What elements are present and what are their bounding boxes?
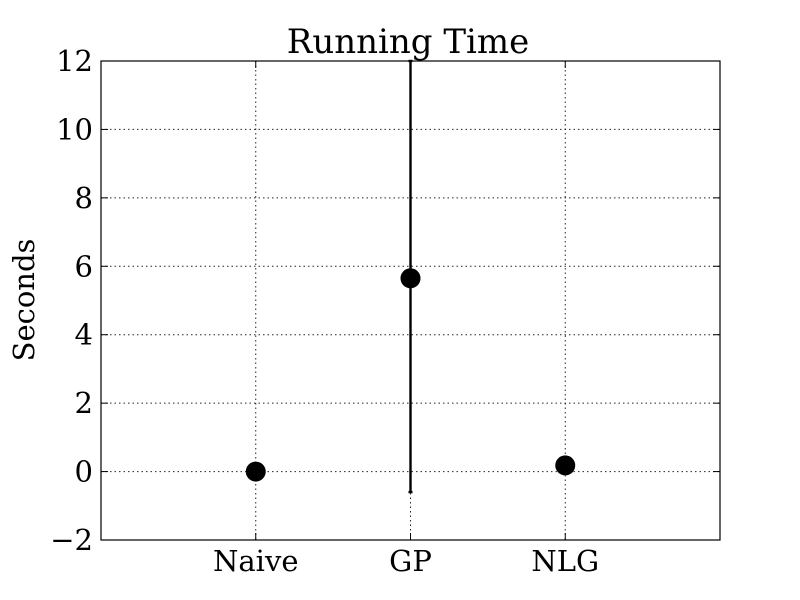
y-tick-label: 4 xyxy=(75,318,93,352)
y-tick-label: 6 xyxy=(75,249,93,283)
y-tick-label: 0 xyxy=(75,455,93,489)
x-tick-label: GP xyxy=(389,544,432,578)
y-tick-label: 12 xyxy=(56,44,93,78)
data-point-naive xyxy=(245,461,266,482)
x-tick-label: NLG xyxy=(531,544,599,578)
y-tick-label: 8 xyxy=(75,181,93,215)
plot-frame xyxy=(100,60,721,541)
data-points xyxy=(245,268,576,482)
axis-ticks xyxy=(101,60,720,541)
chart-title: Running Time xyxy=(287,22,530,62)
data-point-gp xyxy=(400,268,421,289)
tick-labels: −2 0 2 4 6 8 10 12 Naive GP NLG xyxy=(50,44,599,578)
data-point-nlg xyxy=(555,455,576,476)
y-axis-label: Seconds xyxy=(7,239,41,362)
y-tick-label: 2 xyxy=(75,386,93,420)
y-tick-label: −2 xyxy=(50,523,93,557)
y-tick-label: 10 xyxy=(56,112,93,146)
x-tick-label: Naive xyxy=(213,544,299,578)
